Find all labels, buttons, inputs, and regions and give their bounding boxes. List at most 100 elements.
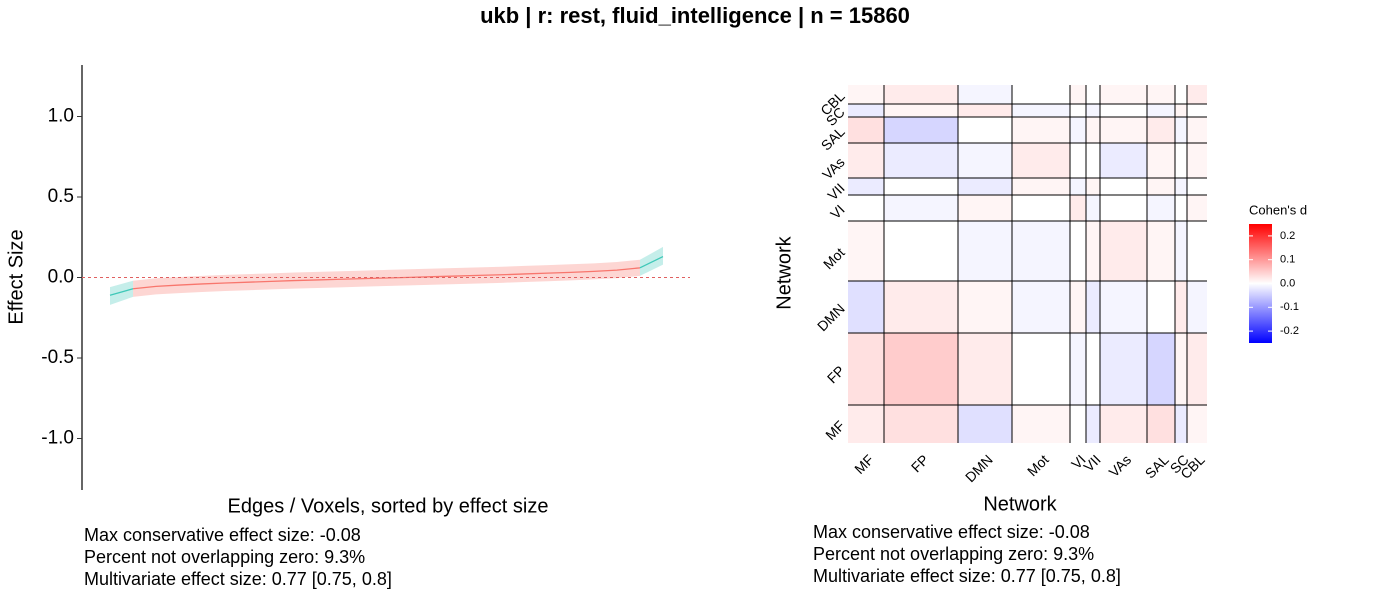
- heatmap-cell: [1175, 143, 1187, 178]
- x-axis-title: Edges / Voxels, sorted by effect size: [228, 495, 549, 517]
- heatmap-cell: [958, 195, 1012, 221]
- heatmap-cell: [884, 281, 958, 333]
- heatmap-cell: [1175, 405, 1187, 443]
- heatmap-cell: [884, 143, 958, 178]
- heatmap-cell: [1086, 117, 1100, 143]
- y-tick-label: VII: [824, 180, 847, 203]
- heatmap-cell: [1100, 281, 1147, 333]
- heatmap-cell: [1100, 178, 1147, 195]
- note: Percent not overlapping zero: 9.3%: [813, 544, 1094, 564]
- colorbar-title: Cohen's d: [1249, 202, 1307, 217]
- colorbar-tick-label: 0.2: [1280, 230, 1295, 242]
- heatmap-cell: [884, 221, 958, 281]
- heatmap-cell: [848, 195, 884, 221]
- heatmap-cell: [848, 221, 884, 281]
- heatmap-cell: [1175, 281, 1187, 333]
- heatmap-cell: [1070, 221, 1086, 281]
- heatmap-cell: [1100, 117, 1147, 143]
- heatmap-cell: [884, 333, 958, 405]
- heatmap-cell: [1175, 117, 1187, 143]
- y-tick-label: -0.5: [41, 347, 74, 368]
- heatmap-cell: [1100, 405, 1147, 443]
- heatmap-cell: [1100, 221, 1147, 281]
- x-tick-label: VII: [1080, 451, 1103, 474]
- x-tick-label: VAs: [1106, 451, 1135, 480]
- heatmap-cell: [1147, 281, 1175, 333]
- heatmap-cell: [1070, 117, 1086, 143]
- heatmap-cell: [958, 143, 1012, 178]
- heatmap-cell: [1070, 104, 1086, 117]
- heatmap-cell: [1187, 104, 1207, 117]
- heatmap-cell: [848, 281, 884, 333]
- heatmap-cell: [1086, 221, 1100, 281]
- heatmap-cell: [1175, 221, 1187, 281]
- heatmap-cell: [1012, 195, 1070, 221]
- heatmap-cell: [1070, 195, 1086, 221]
- effect-line: [639, 255, 664, 269]
- heatmap-cell: [1070, 143, 1086, 178]
- heatmap-cell: [958, 405, 1012, 443]
- note: Multivariate effect size: 0.77 [0.75, 0.…: [813, 566, 1121, 586]
- y-tick-label: MF: [822, 417, 848, 443]
- heatmap-cell: [1147, 333, 1175, 405]
- heatmap-cell: [1175, 104, 1187, 117]
- heatmap-cell: [958, 333, 1012, 405]
- heatmap-cell: [1100, 195, 1147, 221]
- heatmap-cell: [1070, 85, 1086, 104]
- heatmap-cell: [848, 178, 884, 195]
- heatmap-cell: [848, 104, 884, 117]
- confidence-band: [639, 246, 663, 276]
- heatmap-cell: [848, 333, 884, 405]
- heatmap-cell: [958, 104, 1012, 117]
- heatmap-cell: [958, 221, 1012, 281]
- heatmap-cell: [1012, 281, 1070, 333]
- y-tick-label: -1.0: [41, 428, 74, 449]
- colorbar-tick-label: -0.1: [1280, 301, 1299, 313]
- heatmap-cell: [1187, 333, 1207, 405]
- y-tick-label: DMN: [814, 300, 848, 334]
- heatmap-cell: [1012, 117, 1070, 143]
- heatmap-cell: [958, 117, 1012, 143]
- heatmap-cell: [1070, 405, 1086, 443]
- heatmap-cell: [1012, 405, 1070, 443]
- heatmap-cell: [1147, 221, 1175, 281]
- y-tick-label: 1.0: [48, 106, 74, 127]
- page-title: ukb | r: rest, fluid_intelligence | n = …: [480, 3, 910, 28]
- colorbar-tick-label: 0.0: [1280, 277, 1295, 289]
- heatmap-cell: [958, 281, 1012, 333]
- heatmap-cell: [1147, 104, 1175, 117]
- heatmap-cell: [1147, 178, 1175, 195]
- heatmap-cell: [848, 85, 884, 104]
- heatmap-cell: [1086, 195, 1100, 221]
- heatmap-cell: [1147, 117, 1175, 143]
- heatmap-cell: [1086, 178, 1100, 195]
- heatmap-cell: [1175, 333, 1187, 405]
- x-tick-label: DMN: [962, 451, 996, 485]
- heatmap-cell: [1187, 178, 1207, 195]
- heatmap-cell: [1100, 333, 1147, 405]
- heatmap-cell: [884, 85, 958, 104]
- heatmap-cell: [884, 178, 958, 195]
- y-axis-title: Effect Size: [5, 229, 27, 324]
- heatmap-cell: [1012, 221, 1070, 281]
- heatmap-cell: [1187, 281, 1207, 333]
- heatmap-cell: [1175, 195, 1187, 221]
- heatmap-cell: [1070, 333, 1086, 405]
- heatmap-cell: [1086, 85, 1100, 104]
- heatmap-cell: [884, 104, 958, 117]
- heatmap-cell: [1147, 195, 1175, 221]
- y-tick-label: 0.0: [48, 267, 74, 288]
- heatmap-cell: [1187, 143, 1207, 178]
- heatmap-cell: [1100, 143, 1147, 178]
- y-axis-title: Network: [773, 235, 795, 309]
- heatmap-cell: [1086, 281, 1100, 333]
- note: Max conservative effect size: -0.08: [84, 525, 361, 545]
- heatmap-cell: [1086, 104, 1100, 117]
- heatmap-cell: [1100, 104, 1147, 117]
- heatmap-cell: [1012, 85, 1070, 104]
- x-tick-label: FP: [908, 451, 932, 475]
- heatmap-cell: [1070, 281, 1086, 333]
- heatmap-cell: [1147, 405, 1175, 443]
- colorbar-tick-label: 0.1: [1280, 254, 1295, 266]
